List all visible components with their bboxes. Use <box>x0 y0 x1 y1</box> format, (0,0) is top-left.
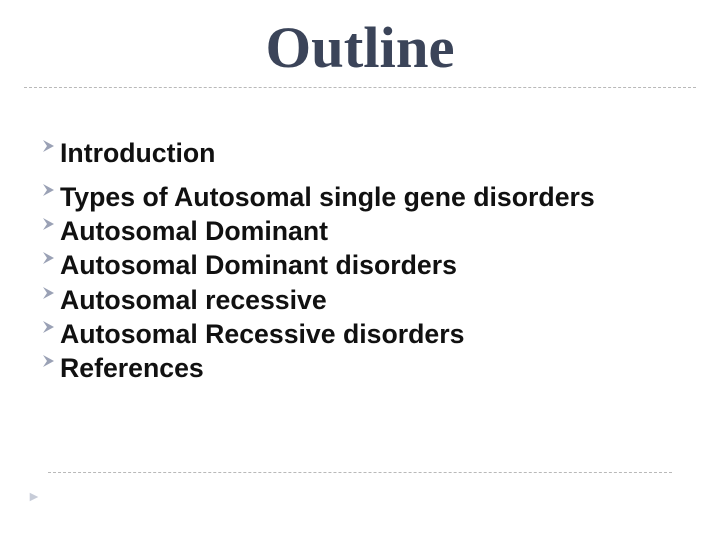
chevron-icon <box>42 136 60 156</box>
page-title: Outline <box>0 14 720 81</box>
outline-item: Autosomal Recessive disorders <box>42 317 696 351</box>
footer-play-icon <box>28 490 40 508</box>
slide: Outline Introduction Types of Autosomal s… <box>0 0 720 540</box>
divider-top <box>24 87 696 88</box>
divider-bottom <box>48 472 672 473</box>
outline-item-label: Autosomal Dominant <box>60 214 328 248</box>
chevron-icon <box>42 180 60 200</box>
outline-item: References <box>42 351 696 385</box>
chevron-icon <box>42 351 60 371</box>
outline-item-label: Types of Autosomal single gene disorders <box>60 180 595 214</box>
outline-item-label: References <box>60 351 204 385</box>
outline-item: Introduction <box>42 136 696 170</box>
outline-item-label: Autosomal Dominant disorders <box>60 248 457 282</box>
outline-item: Autosomal Dominant disorders <box>42 248 696 282</box>
chevron-icon <box>42 248 60 268</box>
outline-item: Autosomal Dominant <box>42 214 696 248</box>
outline-item: Types of Autosomal single gene disorders <box>42 180 696 214</box>
outline-group: Types of Autosomal single gene disorders… <box>42 180 696 385</box>
chevron-icon <box>42 214 60 234</box>
chevron-icon <box>42 283 60 303</box>
chevron-icon <box>42 317 60 337</box>
outline-item-label: Autosomal Recessive disorders <box>60 317 464 351</box>
outline-item-label: Autosomal recessive <box>60 283 327 317</box>
outline-item-label: Introduction <box>60 136 215 170</box>
outline-item: Autosomal recessive <box>42 283 696 317</box>
outline-list: Introduction Types of Autosomal single ge… <box>0 136 720 385</box>
outline-group: Introduction <box>42 136 696 170</box>
